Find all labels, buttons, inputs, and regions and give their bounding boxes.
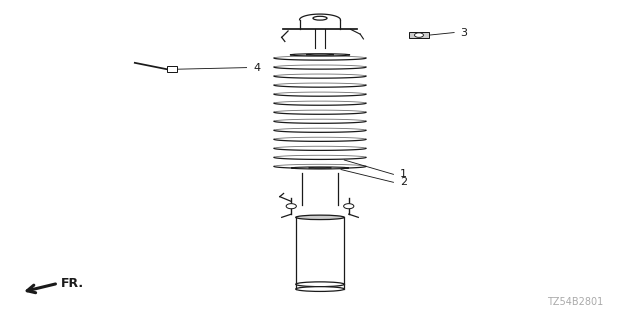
Text: FR.: FR. (61, 277, 84, 290)
Ellipse shape (291, 167, 349, 169)
Bar (409, 32, 429, 38)
Circle shape (286, 204, 296, 209)
Ellipse shape (296, 287, 344, 292)
Ellipse shape (290, 54, 350, 56)
Ellipse shape (296, 282, 344, 287)
Bar (167, 66, 177, 72)
Ellipse shape (308, 167, 332, 169)
Text: 1: 1 (400, 169, 407, 179)
Text: 3: 3 (461, 28, 467, 37)
Circle shape (415, 33, 424, 37)
Circle shape (344, 204, 354, 209)
Text: 2: 2 (400, 177, 407, 187)
Text: 4: 4 (253, 63, 260, 73)
Ellipse shape (306, 54, 334, 55)
Text: TZ54B2801: TZ54B2801 (547, 297, 604, 307)
Ellipse shape (296, 215, 344, 220)
Ellipse shape (313, 16, 327, 20)
